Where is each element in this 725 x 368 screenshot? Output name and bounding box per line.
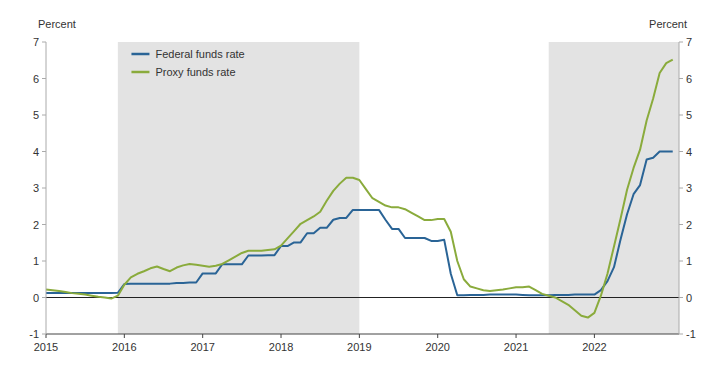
x-tick-label: 2017 [190, 341, 214, 353]
legend-swatch [131, 53, 149, 56]
x-tick-label: 2016 [112, 341, 136, 353]
x-axis-line [46, 334, 679, 335]
y-tick-label: 5 [33, 109, 39, 121]
axes: 20152016201720182019202020212022-1012345… [29, 36, 696, 353]
y-tick-label: 3 [33, 182, 39, 194]
y2-tick [679, 261, 683, 262]
y2-tick [679, 78, 683, 79]
legend-label: Proxy funds rate [155, 66, 235, 78]
y-tick [42, 115, 46, 116]
y-tick-label: 4 [33, 146, 39, 158]
y-tick-label: 1 [33, 255, 39, 267]
legend: Federal funds rate Proxy funds rate [131, 48, 244, 78]
plot-area [46, 42, 679, 334]
x-tick [516, 334, 517, 338]
x-tick-label: 2020 [425, 341, 449, 353]
y-tick [42, 42, 46, 43]
y2-tick-label: 4 [686, 146, 692, 158]
y-tick-label: -1 [29, 328, 39, 340]
y-tick [42, 297, 46, 298]
x-tick-label: 2015 [34, 341, 58, 353]
y2-axis-label: Percent [649, 18, 687, 30]
y2-tick [679, 115, 683, 116]
y2-tick-label: 1 [686, 255, 692, 267]
shaded-region [118, 42, 360, 334]
y2-tick-label: 7 [686, 36, 692, 48]
y-tick [42, 188, 46, 189]
y2-tick [679, 224, 683, 225]
y2-tick-label: -1 [686, 328, 696, 340]
y2-tick-label: 3 [686, 182, 692, 194]
x-tick-label: 2021 [504, 341, 528, 353]
y-tick-label: 6 [33, 73, 39, 85]
y-tick [42, 334, 46, 335]
x-tick [124, 334, 125, 338]
y-tick-label: 7 [33, 36, 39, 48]
x-tick [594, 334, 595, 338]
x-tick [437, 334, 438, 338]
y2-tick [679, 42, 683, 43]
legend-label: Federal funds rate [155, 48, 244, 60]
x-tick [46, 334, 47, 338]
x-tick-label: 2019 [347, 341, 371, 353]
y2-tick [679, 188, 683, 189]
series-line [46, 60, 673, 318]
y2-tick [679, 297, 683, 298]
y-tick [42, 78, 46, 79]
y2-tick [679, 151, 683, 152]
x-tick-label: 2022 [582, 341, 606, 353]
y2-tick-label: 0 [686, 292, 692, 304]
y-tick-label: 2 [33, 219, 39, 231]
y-tick [42, 224, 46, 225]
x-tick [359, 334, 360, 338]
y2-tick-label: 6 [686, 73, 692, 85]
y2-tick-label: 2 [686, 219, 692, 231]
y-tick [42, 261, 46, 262]
chart: 20152016201720182019202020212022-1012345… [0, 0, 725, 368]
shaded-region [549, 42, 679, 334]
y-tick [42, 151, 46, 152]
y-axis-label: Percent [38, 18, 76, 30]
x-tick-label: 2018 [269, 341, 293, 353]
y-tick-label: 0 [33, 292, 39, 304]
zero-line [46, 297, 679, 298]
legend-swatch [131, 71, 149, 74]
x-tick [202, 334, 203, 338]
y2-tick [679, 334, 683, 335]
y2-tick-label: 5 [686, 109, 692, 121]
x-tick [281, 334, 282, 338]
